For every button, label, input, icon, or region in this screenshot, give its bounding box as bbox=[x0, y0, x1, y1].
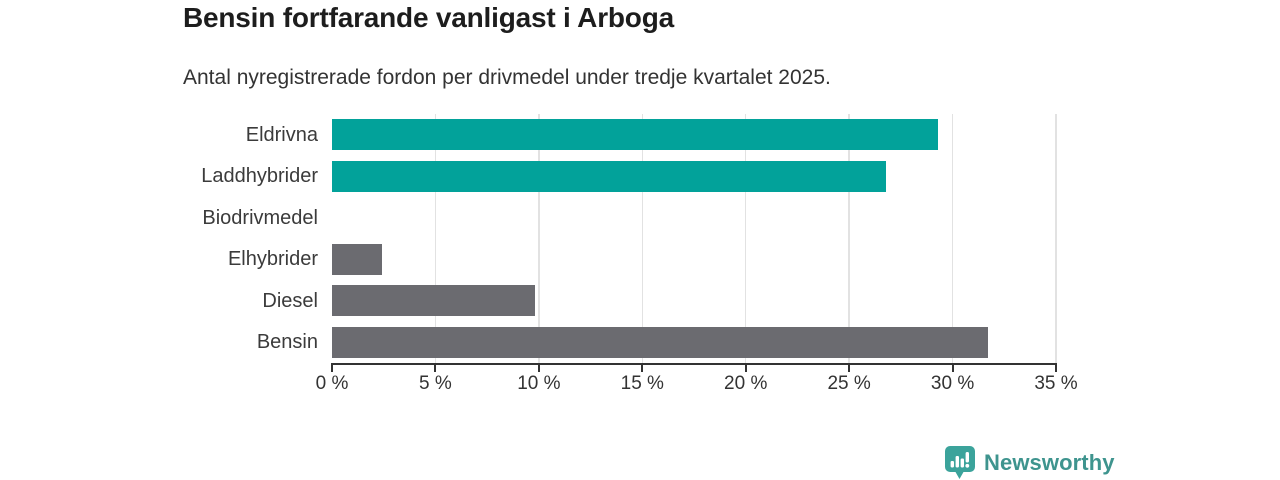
category-label: Laddhybrider bbox=[201, 165, 318, 188]
x-axis-tick bbox=[434, 364, 437, 372]
gridline bbox=[434, 114, 437, 363]
x-axis-tick bbox=[744, 364, 747, 372]
gridline bbox=[848, 114, 850, 363]
category-label: Diesel bbox=[262, 289, 318, 312]
x-axis-tick-label: 20 % bbox=[724, 373, 768, 394]
category-label: Bensin bbox=[256, 331, 318, 354]
gridline bbox=[744, 114, 747, 363]
bar-chart-speech-bubble-icon bbox=[945, 446, 975, 479]
x-axis-line bbox=[331, 363, 1057, 365]
newsworthy-logo-text: Newsworthy bbox=[984, 449, 1115, 475]
x-axis-tick-label: 30 % bbox=[930, 373, 975, 394]
gridline bbox=[1055, 114, 1057, 363]
x-axis-tick bbox=[537, 364, 540, 372]
chart-subtitle: Antal nyregistrerade fordon per drivmede… bbox=[183, 66, 831, 89]
bar-laddhybrider bbox=[332, 160, 887, 192]
x-axis-tick bbox=[1055, 364, 1057, 372]
x-axis-tick-label: 10 % bbox=[517, 373, 561, 394]
x-axis-tick-label: 35 % bbox=[1034, 373, 1078, 394]
gridline bbox=[538, 114, 540, 363]
x-axis-tick bbox=[641, 364, 644, 372]
category-label: Biodrivmedel bbox=[202, 206, 318, 229]
x-axis-tick bbox=[848, 364, 851, 372]
bar-diesel bbox=[332, 285, 535, 317]
category-label: Eldrivna bbox=[245, 123, 318, 146]
x-axis-tick-label: 25 % bbox=[827, 373, 871, 394]
gridline bbox=[951, 114, 954, 363]
bar-eldrivna bbox=[332, 119, 939, 151]
category-label: Elhybrider bbox=[227, 248, 318, 271]
x-axis-tick bbox=[331, 364, 333, 372]
bar-bensin bbox=[332, 326, 988, 358]
chart-title: Bensin fortfarande vanligast i Arboga bbox=[183, 2, 674, 33]
newsworthy-logo: Newsworthy bbox=[944, 445, 1115, 480]
x-axis-tick-label: 5 % bbox=[419, 373, 452, 394]
x-axis-tick-label: 0 % bbox=[315, 373, 349, 394]
x-axis-tick-label: 15 % bbox=[620, 373, 664, 394]
gridline bbox=[641, 114, 644, 363]
bar-elhybrider bbox=[332, 243, 382, 275]
x-axis-tick bbox=[951, 364, 954, 372]
